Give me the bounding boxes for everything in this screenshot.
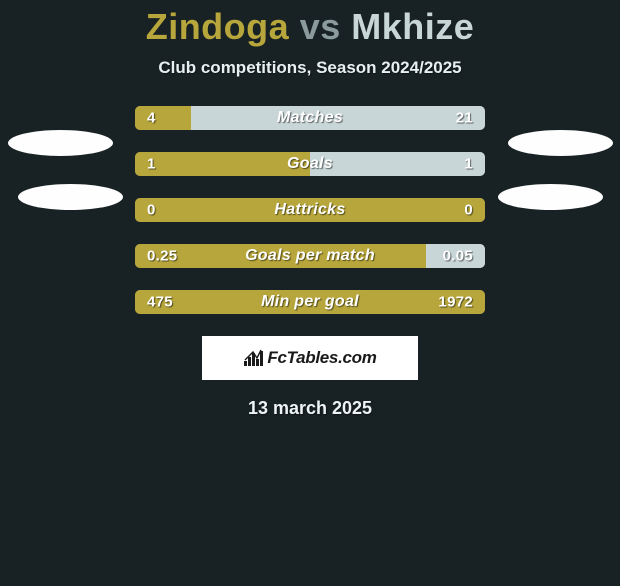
stat-label: Goals [287, 155, 333, 173]
value-right: 21 [456, 110, 473, 127]
stat-row-matches: 4 21 Matches [135, 106, 485, 130]
stat-label: Hattricks [274, 201, 345, 219]
avatar-ellipse-1 [18, 184, 123, 210]
value-left: 4 [147, 110, 156, 127]
value-left: 0.25 [147, 248, 177, 265]
footer-text: FcTables.com [267, 348, 376, 368]
value-right: 0 [464, 202, 473, 219]
date-label: 13 march 2025 [0, 398, 620, 419]
avatar-ellipse-2 [508, 130, 613, 156]
bars-icon [243, 348, 265, 368]
stat-label: Goals per match [245, 247, 375, 265]
footer-logo-box: FcTables.com [202, 336, 418, 380]
value-left: 0 [147, 202, 156, 219]
title-vs: vs [300, 6, 341, 47]
stat-row-min-per-goal: 475 1972 Min per goal [135, 290, 485, 314]
avatar-ellipse-0 [8, 130, 113, 156]
value-left: 1 [147, 156, 156, 173]
stat-row-goals-per-match: 0.25 0.05 Goals per match [135, 244, 485, 268]
value-right: 1972 [438, 294, 473, 311]
page-title: Zindoga vs Mkhize [0, 6, 620, 48]
stat-row-hattricks: 0 0 Hattricks [135, 198, 485, 222]
stats-container: 4 21 Matches 1 1 Goals 0 0 Hattricks 0.25 0.05 Goal… [135, 106, 485, 314]
title-player1: Zindoga [146, 6, 289, 47]
subtitle: Club competitions, Season 2024/2025 [0, 58, 620, 78]
bar-left [135, 152, 310, 176]
stat-label: Matches [277, 109, 343, 127]
stat-row-goals: 1 1 Goals [135, 152, 485, 176]
stat-label: Min per goal [261, 293, 359, 311]
fctables-logo: FcTables.com [243, 348, 376, 368]
value-left: 475 [147, 294, 173, 311]
value-right: 0.05 [443, 248, 473, 265]
bar-left [135, 106, 191, 130]
value-right: 1 [464, 156, 473, 173]
title-player2: Mkhize [351, 6, 474, 47]
bar-right [310, 152, 485, 176]
avatar-ellipse-3 [498, 184, 603, 210]
